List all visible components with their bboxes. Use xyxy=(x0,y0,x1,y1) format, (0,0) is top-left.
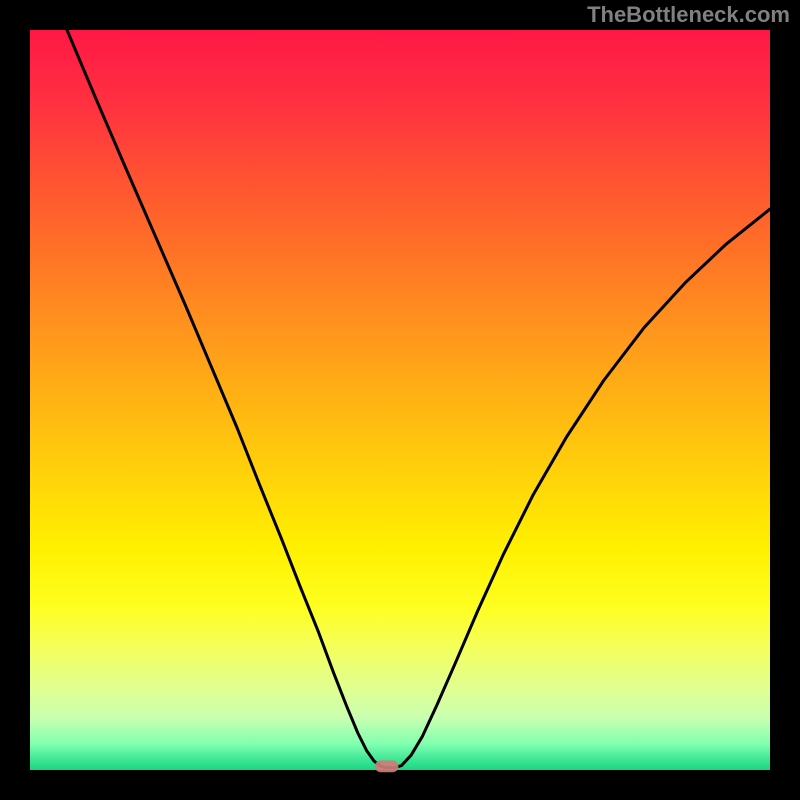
bottleneck-chart xyxy=(0,0,800,800)
optimum-marker xyxy=(375,760,399,772)
chart-container: { "watermark": { "text": "TheBottleneck.… xyxy=(0,0,800,800)
watermark-text: TheBottleneck.com xyxy=(587,2,790,28)
plot-background xyxy=(30,30,770,770)
